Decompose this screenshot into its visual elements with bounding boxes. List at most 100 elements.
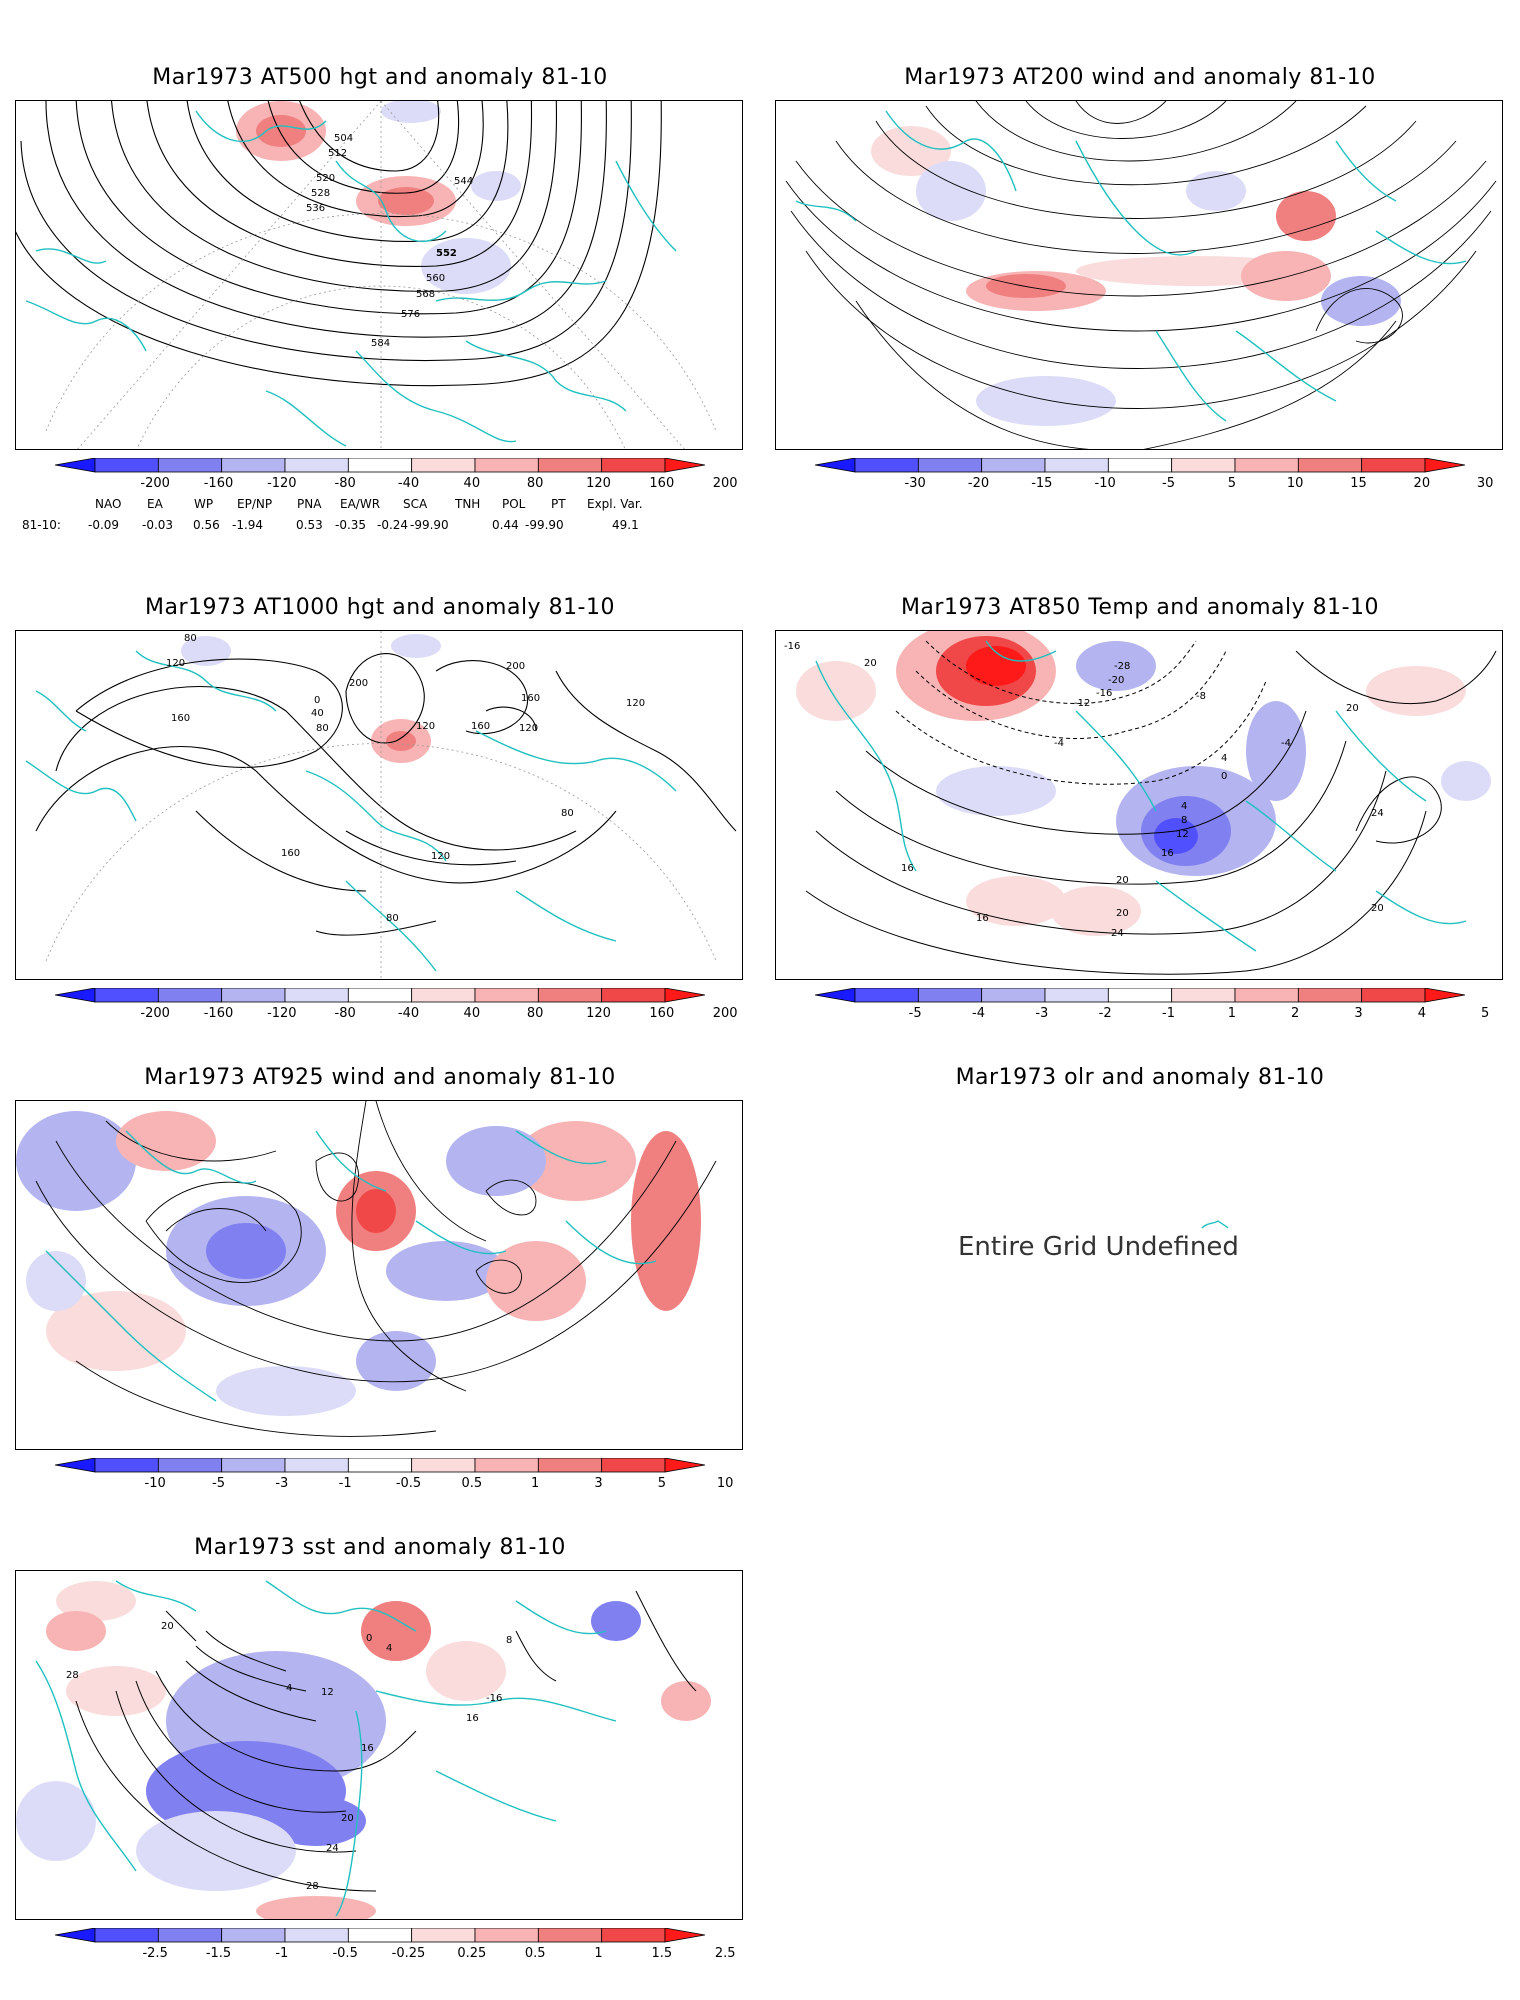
contour-label: 16 bbox=[361, 1743, 374, 1754]
colorbar-tick-label: 5 bbox=[1227, 476, 1236, 491]
index-row-label: 81-10: bbox=[22, 518, 61, 532]
colorbar-tick-label: 1 bbox=[531, 1476, 540, 1491]
colorbar-segment bbox=[474, 458, 539, 473]
panel-title-p6: Mar1973 olr and anomaly 81-10 bbox=[955, 1065, 1325, 1090]
colorbar-segment bbox=[537, 458, 603, 473]
colorbar-segment bbox=[1107, 988, 1173, 1003]
colorbar-segment bbox=[411, 1928, 476, 1943]
colorbar-segment bbox=[474, 1928, 539, 1943]
colorbar-segment bbox=[601, 458, 666, 473]
contour-label: 80 bbox=[316, 723, 329, 734]
contour-label: 584 bbox=[371, 338, 390, 349]
colorbar-segment bbox=[94, 988, 159, 1003]
contour-label: 504 bbox=[334, 133, 353, 144]
colorbar-segment bbox=[537, 1458, 603, 1473]
colorbar-tick-label: -160 bbox=[203, 1006, 234, 1021]
colorbar-tick-label: 2 bbox=[1291, 1006, 1300, 1021]
contour-label: 8 bbox=[506, 1635, 512, 1646]
contour-label: 536 bbox=[306, 203, 325, 214]
colorbar-segment bbox=[157, 1458, 223, 1473]
coastlines bbox=[35, 1580, 617, 1917]
colorbar-tick-label: -15 bbox=[1031, 476, 1053, 491]
index-value: -0.24 bbox=[377, 518, 409, 532]
colorbar-arrow-low bbox=[55, 1928, 96, 1943]
colorbar-tick-label: 0.5 bbox=[461, 1476, 483, 1491]
olr-coast-fragment bbox=[1201, 1220, 1229, 1229]
contour-label: 20 bbox=[1371, 903, 1384, 914]
index-header: WP bbox=[194, 497, 214, 511]
contour-label: 544 bbox=[454, 176, 473, 187]
colorbar-segment bbox=[854, 988, 919, 1003]
colorbar-svg bbox=[55, 458, 705, 473]
colorbar-tick-label: -0.5 bbox=[395, 1476, 422, 1491]
map-500hgt-svg: 504 512 520 528 536 544 552 560 568 576 … bbox=[16, 101, 717, 449]
colorbar-arrow-low bbox=[55, 1458, 96, 1473]
contour-label: 24 bbox=[1371, 808, 1384, 819]
map-panel-925wind bbox=[15, 1100, 743, 1450]
colorbar-segment bbox=[1171, 988, 1236, 1003]
colorbar-tick-label: 5 bbox=[1481, 1006, 1490, 1021]
contour-label: 576 bbox=[401, 309, 420, 320]
contour-label: 80 bbox=[184, 633, 197, 644]
teleconnection-values: 81-10: -0.09 -0.03 0.56 -1.94 0.53 -0.35… bbox=[0, 518, 760, 534]
map-sst-svg: 20 28 4 12 16 20 24 28 16 -16 4 0 8 bbox=[16, 1580, 711, 1919]
map-panel-850temp: -16 20 -28 -20 -16 -12 -8 -4 4 0 -4 4 8 … bbox=[775, 630, 1503, 980]
map-925wind-svg bbox=[16, 1101, 717, 1437]
colorbar-tick-label: 4 bbox=[1417, 1006, 1426, 1021]
index-header: PT bbox=[551, 497, 566, 511]
teleconnection-header: NAO EA WP EP/NP PNA EA/WR SCA TNH POL PT… bbox=[0, 497, 760, 513]
colorbar-segment bbox=[411, 988, 476, 1003]
colorbar-p4: -5 -4 -3 -2 -1 1 2 3 4 5 bbox=[815, 988, 1489, 1028]
colorbar-tick-label: 40 bbox=[463, 476, 481, 491]
anomaly-shading bbox=[871, 126, 1401, 426]
contour-label: -20 bbox=[1108, 675, 1124, 686]
map-850temp-svg: -16 20 -28 -20 -16 -12 -8 -4 4 0 -4 4 8 … bbox=[784, 631, 1497, 975]
colorbar-segment bbox=[1361, 988, 1426, 1003]
colorbar-p3: -200 -160 -120 -80 -40 40 80 120 160 200 bbox=[55, 988, 738, 1028]
contour-labels: 504 512 520 528 536 544 552 560 568 576 … bbox=[306, 133, 473, 349]
contour-label: 20 bbox=[1116, 875, 1129, 886]
coastlines bbox=[25, 650, 677, 972]
colorbar-segment bbox=[284, 458, 349, 473]
colorbar-tick-label: -20 bbox=[967, 476, 990, 491]
colorbar-segment bbox=[474, 988, 539, 1003]
contour-label: 80 bbox=[561, 808, 574, 819]
contour-label: 28 bbox=[66, 1670, 79, 1681]
index-value: 49.1 bbox=[612, 518, 639, 532]
colorbar-tick-label: 3 bbox=[1354, 1006, 1363, 1021]
index-value: -0.03 bbox=[142, 518, 174, 532]
index-header: NAO bbox=[95, 497, 122, 511]
colorbar-segment bbox=[1171, 458, 1236, 473]
colorbar-segment bbox=[1297, 458, 1363, 473]
colorbar-p5: -10 -5 -3 -1 -0.5 0.5 1 3 5 10 bbox=[55, 1458, 733, 1498]
colorbar-segment bbox=[221, 988, 286, 1003]
map-200wind-svg bbox=[785, 101, 1497, 449]
height-contours bbox=[35, 653, 737, 936]
colorbar-segment bbox=[854, 458, 919, 473]
colorbar-arrow-high bbox=[664, 1928, 705, 1943]
contour-label: -8 bbox=[1196, 691, 1206, 702]
index-value: 0.53 bbox=[296, 518, 323, 532]
map-panel-sst: 20 28 4 12 16 20 24 28 16 -16 4 0 8 bbox=[15, 1570, 743, 1920]
colorbar-tick-label: -5 bbox=[1162, 476, 1175, 491]
height-contours bbox=[16, 101, 662, 387]
colorbar-tick-label: -80 bbox=[334, 476, 356, 491]
colorbar-segment bbox=[601, 1928, 666, 1943]
colorbar-arrow-high bbox=[1424, 988, 1465, 1003]
contour-label: 520 bbox=[316, 173, 335, 184]
undefined-grid-message: Entire Grid Undefined bbox=[958, 1232, 1239, 1262]
colorbar-svg bbox=[815, 458, 1465, 473]
colorbar-tick-label: 20 bbox=[1413, 476, 1431, 491]
colorbar-segment bbox=[221, 458, 286, 473]
contour-label: -12 bbox=[1074, 698, 1090, 709]
contour-labels: -16 20 -28 -20 -16 -12 -8 -4 4 0 -4 4 8 … bbox=[784, 641, 1384, 939]
colorbar-arrow-high bbox=[1424, 458, 1465, 473]
panel-title-p1: Mar1973 AT500 hgt and anomaly 81-10 bbox=[152, 65, 608, 90]
contour-label: 4 bbox=[1221, 753, 1227, 764]
colorbar-segment bbox=[411, 1458, 476, 1473]
map-1000hgt-svg: 80 120 160 200 0 40 80 120 160 120 80 16… bbox=[25, 631, 737, 979]
contour-label: 16 bbox=[1161, 848, 1174, 859]
colorbar-segment bbox=[1297, 988, 1363, 1003]
colorbar-segment bbox=[94, 1928, 159, 1943]
colorbar-segment bbox=[284, 1458, 349, 1473]
